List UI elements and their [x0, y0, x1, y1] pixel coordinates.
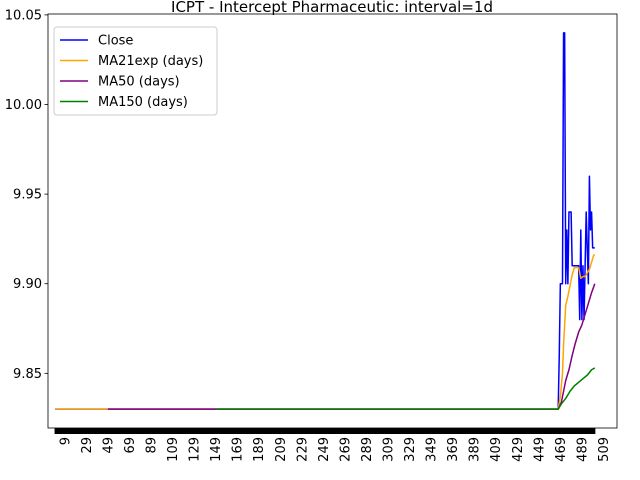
x-tick-label: 509: [597, 437, 612, 462]
y-tick-label: 9.85: [13, 367, 42, 382]
x-tick-label: 289: [360, 437, 375, 462]
x-tick-label: 409: [489, 437, 504, 462]
x-tick-label: 229: [295, 437, 310, 462]
legend-label: MA21exp (days): [98, 54, 203, 69]
y-tick-label: 9.95: [13, 188, 42, 203]
x-tick-label: 69: [123, 437, 138, 454]
x-tick-label: 429: [511, 437, 526, 462]
y-tick-label: 9.90: [13, 277, 42, 292]
x-tick-label: 149: [209, 437, 224, 462]
x-tick-label: 469: [554, 437, 569, 462]
x-tick-label: 389: [468, 437, 483, 462]
legend-label: MA50 (days): [98, 75, 180, 90]
x-tick-label: 29: [80, 437, 95, 454]
legend-label: MA150 (days): [98, 95, 188, 110]
x-tick-label: 249: [317, 437, 332, 462]
x-tick-label: 49: [101, 437, 116, 454]
x-tick-label: 209: [274, 437, 289, 462]
x-tick-label: 489: [575, 437, 590, 462]
x-tick-label: 129: [188, 437, 203, 462]
x-tick-label: 169: [231, 437, 246, 462]
x-tick-label: 269: [338, 437, 353, 462]
x-tick-label: 369: [446, 437, 461, 462]
x-tick-label: 89: [144, 437, 159, 454]
x-tick-label: 9: [58, 437, 73, 445]
x-tick-label: 449: [532, 437, 547, 462]
x-tick-label: 189: [252, 437, 267, 462]
y-tick-label: 10.00: [5, 98, 42, 113]
legend-label: Close: [98, 34, 133, 49]
x-tick-label: 349: [425, 437, 440, 462]
x-dense-ticks: [55, 428, 595, 434]
x-tick-label: 329: [403, 437, 418, 462]
y-tick-label: 10.05: [5, 8, 42, 23]
x-tick-label: 109: [166, 437, 181, 462]
x-tick-label: 309: [381, 437, 396, 462]
legend: Close MA21exp (days) MA50 (days) MA150 (day…: [54, 27, 217, 115]
